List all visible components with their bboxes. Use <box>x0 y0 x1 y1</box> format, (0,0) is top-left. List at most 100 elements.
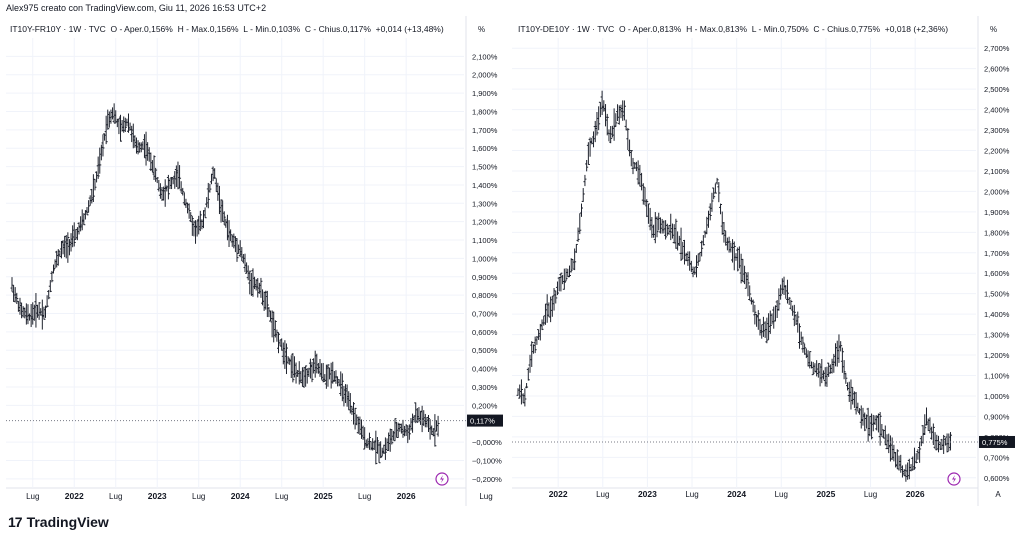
ohlc-bar <box>859 405 863 429</box>
ohlc-bar <box>166 174 170 200</box>
ohlc-bar <box>401 419 405 438</box>
ohlc-bar <box>273 320 277 338</box>
ohlc-bar <box>588 137 592 157</box>
ohlc-bar <box>832 353 836 373</box>
ohlc-bar <box>870 413 874 440</box>
ohlc-bar <box>396 422 400 438</box>
ohlc-bar <box>217 185 221 215</box>
ohlc-bar <box>10 277 14 292</box>
ohlc-bar <box>345 384 349 407</box>
ohlc-bar <box>254 279 258 291</box>
logo-text: TradingView <box>26 514 109 530</box>
legend-low-label: L - Min. <box>243 24 272 34</box>
ohlc-bar <box>785 279 789 304</box>
ohlc-bar <box>178 165 182 189</box>
legend-high-label: H - Max. <box>686 24 719 34</box>
ohlc-bar <box>854 392 858 415</box>
ohlc-bar <box>93 178 97 191</box>
ohlc-bar <box>433 414 437 447</box>
ohlc-bar <box>436 415 440 437</box>
legend-open-label: O - Aper. <box>110 24 145 34</box>
ohlc-bar <box>822 370 826 380</box>
ohlc-bar <box>47 289 51 300</box>
ohlc-bar <box>300 367 304 387</box>
legend-low-value: 0,103% <box>271 24 301 34</box>
ohlc-bar <box>681 241 685 260</box>
ohlc-bar <box>564 268 568 282</box>
ohlc-bar <box>375 437 379 454</box>
ohlc-bar <box>897 455 901 471</box>
ohlc-bar <box>203 207 207 219</box>
ohlc-bar <box>844 372 848 384</box>
ohlc-bar <box>48 280 52 293</box>
ohlc-bar <box>353 407 357 430</box>
ohlc-bar <box>34 293 38 328</box>
ohlc-bar <box>350 405 354 415</box>
y-tick-label: 1,100% <box>472 236 498 245</box>
ohlc-bar <box>669 213 673 241</box>
ohlc-bar <box>111 107 115 120</box>
lightning-icon <box>435 472 449 486</box>
ohlc-bar <box>157 179 161 192</box>
ohlc-bar <box>576 227 580 242</box>
ohlc-bar <box>634 161 638 172</box>
price-tag-label: 0,775% <box>982 438 1008 447</box>
ohlc-bar <box>562 268 566 290</box>
ohlc-bar <box>820 359 824 384</box>
ohlc-bar <box>657 212 661 231</box>
ohlc-bar <box>803 343 807 355</box>
ohlc-bar <box>571 258 575 270</box>
ohlc-bar <box>719 203 723 215</box>
ohlc-bar <box>919 435 923 447</box>
ohlc-bar <box>761 316 765 337</box>
y-tick-label: 2,200% <box>984 147 1010 156</box>
ohlc-bar <box>246 265 250 281</box>
ohlc-bar <box>643 187 647 206</box>
ohlc-bar <box>189 212 193 222</box>
ohlc-bar <box>123 117 127 133</box>
legend-symbol: IT10Y-DE10Y · 1W · TVC <box>518 24 615 34</box>
x-tick-label: Lug <box>596 490 609 499</box>
ohlc-bar <box>201 210 205 229</box>
y-tick-label: 1,500% <box>472 163 498 172</box>
ohlc-bar <box>574 243 578 253</box>
legend-low-label: L - Min. <box>751 24 780 34</box>
y-tick-label: 2,000% <box>984 187 1010 196</box>
x-tick-label: Lug <box>358 492 371 501</box>
ohlc-bar <box>88 195 92 206</box>
ohlc-bar <box>377 441 381 464</box>
ohlc-bar <box>846 382 850 391</box>
x-tick-label: Lug <box>685 490 698 499</box>
y-tick-label: 1,300% <box>984 331 1010 340</box>
ohlc-bar <box>701 235 705 246</box>
ohlc-bar <box>664 220 668 240</box>
ohlc-bar <box>626 127 630 151</box>
ohlc-bar <box>682 239 686 265</box>
ohlc-bar <box>542 315 546 326</box>
tradingview-logo[interactable]: 17 TradingView <box>8 514 109 530</box>
ohlc-bar <box>631 157 635 175</box>
ohlc-bar <box>163 179 167 207</box>
chart-pane-2: % 2,700% 2,600% 2,500% 2,400% 2,300% 2,200% 2,1… <box>512 25 1015 499</box>
ohlc-bar <box>578 213 582 235</box>
ohlc-bar <box>104 115 108 145</box>
ohlc-bar <box>842 360 846 380</box>
ohlc-bar <box>390 429 394 445</box>
ohlc-bar <box>624 119 628 131</box>
ohlc-bar <box>26 304 30 325</box>
ohlc-bar <box>229 229 233 242</box>
ohlc-bar <box>158 183 162 199</box>
ohlc-bar <box>209 173 213 185</box>
ohlc-bar <box>660 218 664 234</box>
legend-chart-1: IT10Y-FR10Y · 1W · TVC O - Aper.0,156% H… <box>10 24 444 34</box>
ohlc-bar <box>283 340 287 369</box>
x-tick-label: 2026 <box>906 489 925 499</box>
ohlc-bar <box>329 362 333 389</box>
ohlc-bar <box>942 434 946 454</box>
ohlc-bar <box>724 230 728 246</box>
ohlc-bar <box>926 418 930 431</box>
ohlc-bar <box>686 251 690 266</box>
ohlc-bar <box>779 284 783 300</box>
ohlc-bar <box>949 432 953 451</box>
